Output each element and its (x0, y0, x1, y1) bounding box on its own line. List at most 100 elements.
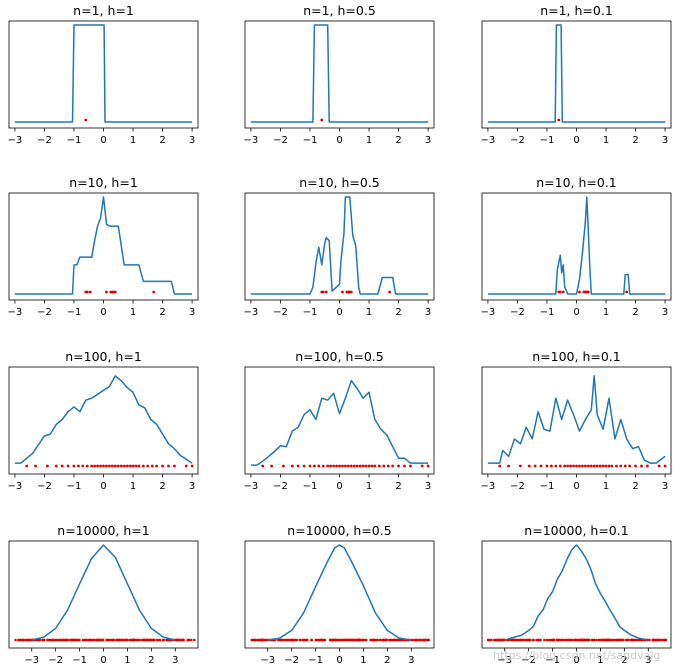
sample-point (133, 638, 137, 642)
x-tick-label: −2 (37, 481, 52, 492)
sample-point (507, 464, 510, 468)
sample-point (116, 464, 120, 468)
x-tick-label: 1 (124, 655, 130, 666)
sample-point (341, 290, 344, 294)
sample-point (633, 638, 637, 642)
x-tick-label: 3 (189, 135, 195, 146)
sample-point (84, 118, 88, 122)
sample-point (552, 638, 556, 642)
density-line (250, 379, 429, 466)
sample-point (563, 464, 567, 468)
x-tick-label: −1 (67, 135, 82, 146)
sample-point (342, 638, 346, 642)
sample-point (255, 638, 259, 642)
density-line (487, 24, 666, 123)
x-tick-label: −2 (48, 655, 63, 666)
x-tick-label: 0 (100, 307, 106, 318)
sample-point (518, 464, 522, 468)
sample-point (332, 464, 335, 468)
sample-point (578, 464, 581, 468)
sample-point (258, 638, 262, 642)
sample-point (572, 638, 576, 642)
subplot-title: n=10000, h=0.1 (524, 523, 628, 538)
sample-point (539, 464, 543, 468)
sample-point (108, 464, 111, 468)
sample-point (281, 464, 285, 468)
sample-point (312, 464, 316, 468)
subplot-2: n=1, h=0.5 −3 −2 −1 0 1 2 3 (244, 3, 435, 146)
x-tick-label: 2 (384, 655, 390, 666)
sample-rug (84, 118, 88, 122)
x-tick-label: −2 (510, 481, 525, 492)
subplot-8: n=100, h=0.5 −3 −2 −1 0 1 2 3 (244, 349, 435, 492)
sample-point (263, 638, 266, 642)
sample-point (486, 638, 490, 642)
density-line (14, 375, 193, 464)
sample-point (99, 464, 102, 468)
sample-point (113, 464, 117, 468)
sample-point (631, 638, 634, 642)
x-tick-label: −1 (72, 655, 87, 666)
sample-point (545, 464, 549, 468)
sample-point (148, 638, 152, 642)
sample-point (184, 464, 188, 468)
sample-point (391, 464, 395, 468)
sample-point (386, 464, 390, 468)
sample-point (373, 638, 376, 642)
sample-point (377, 464, 381, 468)
x-tick-label: 1 (360, 655, 366, 666)
sample-point (583, 464, 587, 468)
sample-point (91, 638, 94, 642)
x-tick-label: −3 (481, 481, 496, 492)
x-tick-label: 2 (159, 307, 165, 318)
x-tick-label: 2 (395, 481, 401, 492)
sample-rug (320, 290, 392, 294)
sample-point (89, 638, 92, 642)
x-tick-label: −1 (303, 481, 318, 492)
x-tick-label: −2 (273, 481, 288, 492)
sample-point (119, 464, 123, 468)
x-tick-label: −2 (37, 307, 52, 318)
x-tick-label: 3 (425, 307, 431, 318)
sample-point (318, 638, 322, 642)
sample-point (418, 638, 422, 642)
sample-point (384, 638, 388, 642)
x-tick-label: −1 (540, 481, 555, 492)
sample-point (105, 290, 108, 294)
sample-point (572, 464, 575, 468)
sample-point (634, 464, 637, 468)
sample-point (355, 464, 359, 468)
sample-rug (557, 290, 629, 294)
sample-point (161, 638, 165, 642)
sample-point (657, 464, 661, 468)
sample-point (340, 638, 344, 642)
x-tick-label: −3 (481, 307, 496, 318)
sample-point (178, 638, 181, 642)
sample-point (46, 638, 50, 642)
sample-point (128, 464, 132, 468)
sample-rug (261, 464, 430, 468)
sample-point (597, 638, 601, 642)
x-tick-label: 2 (395, 135, 401, 146)
sample-point (296, 464, 300, 468)
sample-point (558, 290, 562, 294)
density-line (250, 24, 429, 123)
x-tick-label: 2 (632, 481, 638, 492)
x-tick-label: 0 (336, 307, 342, 318)
x-tick-label: 3 (662, 307, 668, 318)
sample-point (569, 464, 572, 468)
sample-point (375, 638, 379, 642)
sample-point (515, 638, 518, 642)
density-line (31, 544, 176, 641)
sample-point (348, 638, 352, 642)
sample-point (495, 638, 498, 642)
sample-point (538, 638, 541, 642)
sample-point (595, 464, 599, 468)
sample-point (81, 464, 85, 468)
x-tick-label: −1 (303, 307, 318, 318)
axes-frame (481, 540, 672, 649)
sample-point (532, 638, 535, 642)
sample-point (554, 464, 558, 468)
sample-point (352, 464, 356, 468)
x-tick-label: −3 (24, 655, 39, 666)
